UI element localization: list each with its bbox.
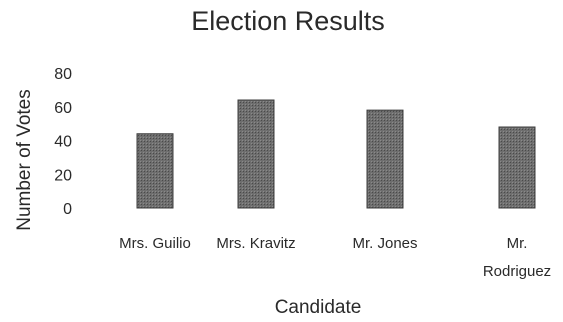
bars: [136, 99, 536, 209]
x-tick-label: Rodriguez: [483, 263, 551, 280]
y-tick-label: 20: [54, 167, 72, 184]
x-tick-label: Mr. Jones: [352, 235, 417, 252]
bar: [366, 109, 404, 209]
y-axis-title: Number of Votes: [14, 89, 35, 231]
bar: [498, 126, 536, 209]
x-tick-label: Mrs. Kravitz: [216, 235, 295, 252]
y-tick-label: 40: [54, 134, 72, 151]
y-tick-label: 80: [54, 66, 72, 83]
y-tick-label: 60: [54, 100, 72, 117]
y-tick-label: 0: [63, 201, 72, 218]
x-axis-title: Candidate: [275, 297, 362, 318]
chart-title: Election Results: [191, 6, 385, 36]
x-tick-label: Mrs. Guilio: [119, 235, 191, 252]
x-tick-label: Mr.: [507, 235, 528, 252]
bar: [237, 99, 275, 209]
y-axis-ticks: 0 20 40 60 80: [54, 66, 72, 218]
bar: [136, 133, 174, 209]
category-labels: Mrs. Guilio Mrs. Kravitz Mr. Jones Mr. Rodri…: [119, 235, 551, 280]
